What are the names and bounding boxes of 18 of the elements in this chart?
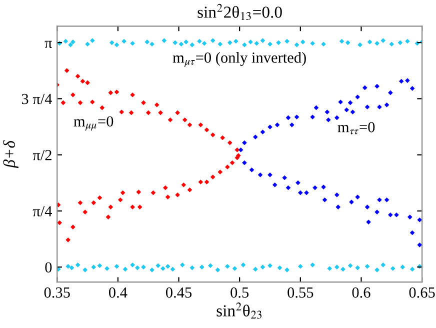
x-tick-label: 0.65 xyxy=(409,287,435,298)
x-tick-label: 0.4 xyxy=(108,287,128,298)
y-tick-label: 3 π/4 xyxy=(22,94,52,104)
x-tick-label: 0.45 xyxy=(166,287,192,298)
x-tick-label: 0.5 xyxy=(230,287,249,298)
x-axis-title: sin$^{2}$θ$_{23}$ xyxy=(216,302,262,319)
y-tick-label: π/4 xyxy=(32,206,52,216)
y-tick-label: π/2 xyxy=(32,150,52,160)
y-axis-title: β+δ xyxy=(3,140,18,168)
x-tick-label: 0.6 xyxy=(352,287,370,298)
x-tick-label: 0.35 xyxy=(44,287,70,298)
annotation: m$_{μτ}$=0 (only inverted) xyxy=(172,52,306,67)
x-tick-label: 0.55 xyxy=(288,287,314,298)
annotation: m$_{μμ}$=0 xyxy=(74,116,114,131)
y-tick-label: 0 xyxy=(45,262,52,273)
annotation: m$_{ττ}$=0 xyxy=(338,122,375,134)
chart-title: sin$^{2}$2θ$_{13}$=0.0 xyxy=(198,4,282,20)
y-tick-label: π xyxy=(44,40,52,48)
